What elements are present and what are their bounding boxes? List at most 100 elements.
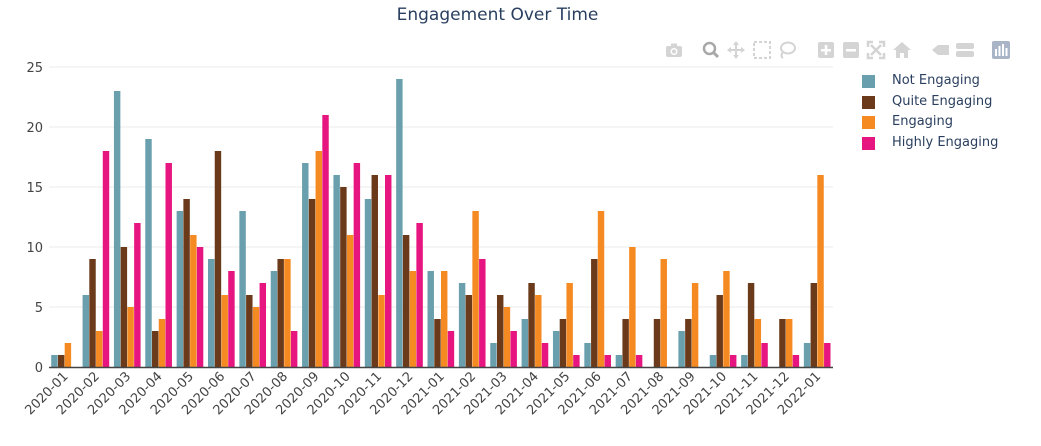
zoom-icon[interactable] (701, 40, 721, 60)
bar[interactable] (779, 319, 786, 367)
bar[interactable] (127, 307, 134, 367)
bar[interactable] (597, 211, 605, 367)
bar[interactable] (434, 319, 441, 367)
bar[interactable] (591, 259, 598, 367)
bar[interactable] (190, 235, 197, 367)
bar[interactable] (158, 319, 166, 367)
bar[interactable] (490, 343, 497, 367)
reset-axes-icon[interactable] (892, 40, 912, 60)
bar[interactable] (259, 283, 267, 367)
bar[interactable] (239, 211, 246, 367)
bar[interactable] (723, 271, 730, 367)
bar[interactable] (284, 259, 291, 367)
bar[interactable] (113, 91, 121, 367)
bar[interactable] (378, 295, 385, 367)
bar[interactable] (270, 271, 278, 367)
bar[interactable] (503, 307, 511, 367)
bar[interactable] (785, 319, 793, 367)
bar[interactable] (96, 331, 103, 367)
bar[interactable] (535, 295, 542, 367)
bar[interactable] (604, 355, 611, 367)
pan-icon[interactable] (726, 40, 746, 60)
bar[interactable] (64, 343, 72, 367)
bar[interactable] (754, 319, 762, 367)
bar[interactable] (709, 355, 717, 367)
bar[interactable] (817, 175, 824, 367)
bar[interactable] (584, 343, 591, 367)
bar[interactable] (479, 259, 486, 367)
bar[interactable] (228, 271, 235, 367)
bar[interactable] (102, 151, 110, 367)
bar[interactable] (741, 355, 748, 367)
camera-icon[interactable] (664, 40, 684, 60)
bar[interactable] (615, 355, 623, 367)
box-select-icon[interactable] (752, 40, 772, 60)
compare-data-icon[interactable] (955, 40, 975, 60)
bar[interactable] (134, 223, 141, 367)
bar[interactable] (402, 235, 410, 367)
bar[interactable] (541, 343, 549, 367)
bar[interactable] (165, 163, 172, 367)
bar[interactable] (427, 271, 434, 367)
bar[interactable] (716, 295, 723, 367)
autoscale-icon[interactable] (866, 40, 886, 60)
bar[interactable] (409, 271, 417, 367)
bar[interactable] (792, 355, 800, 367)
bar[interactable] (396, 79, 403, 367)
bar[interactable] (208, 259, 215, 367)
bar[interactable] (566, 283, 573, 367)
bar[interactable] (353, 163, 361, 367)
bar[interactable] (89, 259, 96, 367)
bar[interactable] (252, 307, 260, 367)
bar[interactable] (573, 355, 580, 367)
bar[interactable] (810, 283, 818, 367)
bar[interactable] (660, 259, 667, 367)
bar[interactable] (653, 319, 661, 367)
bar[interactable] (747, 283, 755, 367)
bar[interactable] (346, 235, 354, 367)
spike-lines-icon[interactable] (930, 40, 950, 60)
zoom-in-icon[interactable] (816, 40, 836, 60)
bar[interactable] (302, 163, 309, 367)
bar[interactable] (691, 283, 699, 367)
bar[interactable] (315, 151, 322, 367)
bar[interactable] (416, 223, 423, 367)
bar[interactable] (176, 211, 184, 367)
bar[interactable] (364, 199, 372, 367)
bar[interactable] (152, 331, 159, 367)
bar[interactable] (458, 283, 466, 367)
bar[interactable] (472, 211, 479, 367)
bar[interactable] (803, 343, 811, 367)
bar[interactable] (685, 319, 692, 367)
bar[interactable] (371, 175, 378, 367)
bar[interactable] (447, 331, 455, 367)
bar[interactable] (57, 355, 65, 367)
bar[interactable] (340, 187, 347, 367)
bar[interactable] (559, 319, 567, 367)
bar[interactable] (385, 175, 392, 367)
bar[interactable] (145, 139, 152, 367)
bar[interactable] (277, 259, 284, 367)
lasso-select-icon[interactable] (777, 40, 797, 60)
bar[interactable] (308, 199, 316, 367)
bar[interactable] (761, 343, 768, 367)
bar[interactable] (678, 331, 685, 367)
bar[interactable] (221, 295, 228, 367)
bar[interactable] (214, 151, 222, 367)
bar[interactable] (333, 175, 340, 367)
bar[interactable] (290, 331, 298, 367)
bar[interactable] (465, 295, 473, 367)
bar[interactable] (729, 355, 737, 367)
bar[interactable] (521, 319, 529, 367)
bar[interactable] (196, 247, 204, 367)
bar[interactable] (552, 331, 560, 367)
bar[interactable] (183, 199, 190, 367)
bar[interactable] (510, 331, 517, 367)
bar[interactable] (629, 247, 636, 367)
bar[interactable] (51, 355, 58, 367)
bar[interactable] (246, 295, 253, 367)
bar[interactable] (635, 355, 643, 367)
bar[interactable] (622, 319, 629, 367)
bar[interactable] (824, 343, 831, 367)
zoom-out-icon[interactable] (841, 40, 861, 60)
